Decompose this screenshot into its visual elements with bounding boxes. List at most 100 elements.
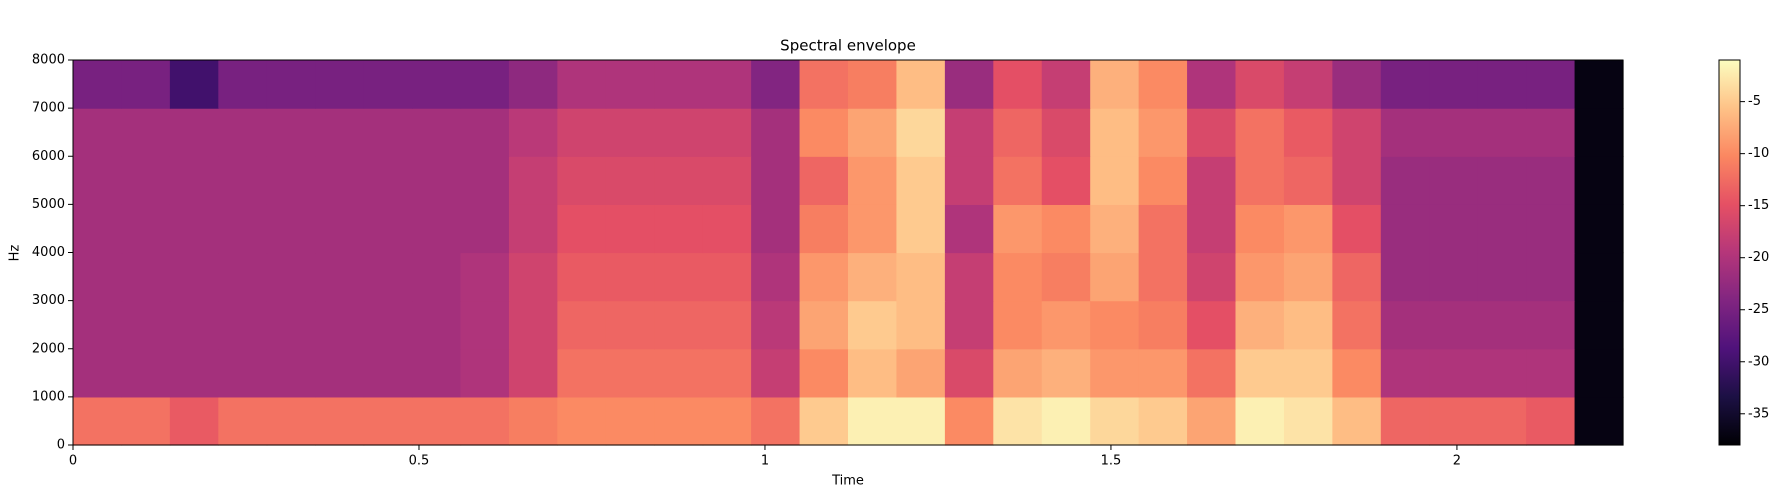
heatmap-cell [605, 252, 655, 302]
heatmap-cell [896, 60, 946, 109]
heatmap-cell [315, 396, 365, 446]
heatmap-cell [1429, 252, 1479, 302]
heatmap-cell [1283, 348, 1333, 398]
heatmap-cell [848, 204, 898, 254]
heatmap-cell [654, 60, 704, 109]
heatmap-cell [557, 156, 607, 205]
heatmap-cell [1332, 396, 1382, 446]
heatmap-cell [1429, 156, 1479, 205]
heatmap-cell [266, 156, 316, 205]
heatmap-cell [1235, 300, 1285, 350]
x-tick-label: 1.5 [1101, 454, 1122, 469]
heatmap-cell [508, 300, 558, 350]
heatmap-cell [799, 156, 849, 205]
heatmap-cell [1235, 348, 1285, 398]
heatmap-cell [799, 252, 849, 302]
heatmap-cell [1332, 348, 1382, 398]
heatmap-cell [1187, 108, 1237, 157]
heatmap-cell [315, 108, 365, 157]
heatmap-cell [1090, 108, 1140, 157]
heatmap-cell [1235, 204, 1285, 254]
heatmap-cell [605, 396, 655, 446]
heatmap-cell [1090, 204, 1140, 254]
heatmap-cell [363, 204, 413, 254]
heatmap-cell [896, 300, 946, 350]
heatmap-cell [1477, 108, 1527, 157]
heatmap-cell [73, 108, 123, 157]
heatmap-cell [1332, 252, 1382, 302]
heatmap-cell [848, 156, 898, 205]
heatmap-cell [460, 60, 510, 109]
heatmap-cell [1235, 252, 1285, 302]
heatmap-cell [266, 252, 316, 302]
heatmap-cell [702, 252, 752, 302]
heatmap-cell [702, 348, 752, 398]
heatmap-cell [799, 204, 849, 254]
heatmap-cell [1235, 108, 1285, 157]
heatmap-cell [1526, 204, 1576, 254]
heatmap-cell [169, 348, 219, 398]
heatmap-cell [944, 396, 994, 446]
heatmap-cell [1332, 60, 1382, 109]
heatmap-cell [605, 60, 655, 109]
heatmap-cell [218, 396, 268, 446]
heatmap-cell [702, 300, 752, 350]
heatmap-cell [1526, 348, 1576, 398]
heatmap-cell [944, 108, 994, 157]
heatmap-cell [702, 60, 752, 109]
heatmap-cell [1332, 204, 1382, 254]
heatmap-cell [121, 156, 171, 205]
heatmap-cell [1041, 300, 1091, 350]
heatmap-cell [1429, 396, 1479, 446]
heatmap-cell [605, 108, 655, 157]
heatmap-cell [412, 156, 462, 205]
heatmap-cell [1574, 204, 1624, 254]
heatmap-cell [1283, 396, 1333, 446]
heatmap-cell [944, 348, 994, 398]
heatmap-cell [896, 108, 946, 157]
x-tick-label: 2 [1453, 454, 1461, 469]
heatmap-cell [557, 396, 607, 446]
heatmap-cell [1380, 108, 1430, 157]
heatmap-cell [266, 396, 316, 446]
heatmap-cell [1477, 300, 1527, 350]
heatmap-cell [993, 156, 1043, 205]
heatmap-cell [1041, 60, 1091, 109]
heatmap-cell [702, 156, 752, 205]
heatmap-cell [73, 252, 123, 302]
heatmap-cell [1138, 156, 1188, 205]
heatmap-cell [1187, 204, 1237, 254]
heatmap-cell [363, 252, 413, 302]
colorbar-tick-label: -25 [1748, 302, 1769, 317]
heatmap-cell [218, 300, 268, 350]
heatmap-cell [315, 156, 365, 205]
heatmap-cell [1090, 156, 1140, 205]
heatmap-cell [169, 300, 219, 350]
heatmap-cell [1090, 60, 1140, 109]
heatmap-cell [1574, 156, 1624, 205]
heatmap-cell [1138, 60, 1188, 109]
heatmap-cell [896, 396, 946, 446]
heatmap-cell [751, 348, 801, 398]
heatmap-cell [993, 300, 1043, 350]
heatmap-cell [1526, 300, 1576, 350]
heatmap-cell [169, 156, 219, 205]
heatmap-cell [557, 348, 607, 398]
heatmap-cell [605, 300, 655, 350]
heatmap-cell [1477, 204, 1527, 254]
heatmap-cell [993, 396, 1043, 446]
x-tick-label: 0.5 [409, 454, 430, 469]
heatmap-cell [896, 348, 946, 398]
heatmap-cell [218, 60, 268, 109]
heatmap-cell [508, 60, 558, 109]
heatmap-cell [412, 204, 462, 254]
y-tick-label: 5000 [32, 197, 65, 212]
y-tick-label: 8000 [32, 53, 65, 68]
heatmap-cell [169, 252, 219, 302]
heatmap-cell [848, 396, 898, 446]
heatmap-cell [1283, 204, 1333, 254]
heatmap-cell [1380, 60, 1430, 109]
heatmap-cell [702, 396, 752, 446]
heatmap-cell [848, 348, 898, 398]
heatmap-cell [993, 60, 1043, 109]
